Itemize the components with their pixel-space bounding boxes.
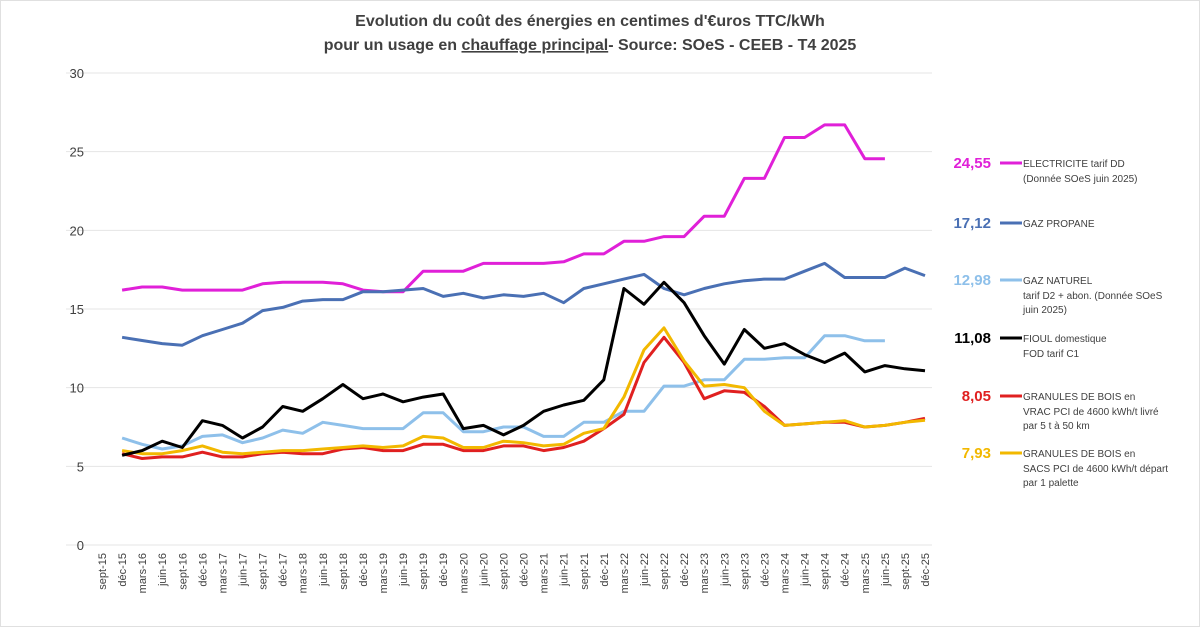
x-tick-label: sept-19	[418, 553, 430, 590]
chart-title-line-1: Evolution du coût des énergies en centim…	[355, 13, 825, 30]
legend-label: ELECTRICITE tarif DD	[1023, 159, 1125, 170]
x-tick-label: déc-18	[358, 553, 370, 587]
legend-label: GRANULES DE BOIS en	[1023, 449, 1135, 460]
x-tick-label: juin-19	[398, 553, 410, 587]
x-tick-label: juin-23	[719, 553, 731, 587]
y-tick-label: 20	[70, 223, 84, 238]
x-tick-label: déc-19	[438, 553, 450, 587]
x-tick-label: juin-25	[880, 553, 892, 587]
x-tick-label: sept-15	[97, 553, 109, 590]
y-tick-label: 5	[77, 459, 84, 474]
y-tick-label: 10	[70, 381, 84, 396]
x-tick-label: juin-16	[157, 553, 169, 587]
legend-label: GAZ NATUREL	[1023, 276, 1093, 287]
x-tick-label: mars-24	[779, 553, 791, 593]
x-tick-label: juin-20	[478, 553, 490, 587]
x-tick-label: déc-16	[197, 553, 209, 587]
y-tick-label: 25	[70, 145, 84, 160]
legend-last-value: 17,12	[953, 215, 991, 232]
x-tick-label: mars-16	[137, 553, 149, 593]
x-tick-label: juin-24	[800, 553, 812, 587]
x-tick-label: sept-16	[177, 553, 189, 590]
legend-item-1: 17,12 GAZ PROPANE	[953, 215, 1094, 232]
x-tick-label: sept-20	[498, 553, 510, 590]
legend-note: tarif D2 + abon. (Donnée SOeS juin 2025)	[1022, 291, 1163, 316]
x-tick-label: juin-21	[559, 553, 571, 587]
x-tick-label: sept-24	[820, 553, 832, 590]
y-tick-label: 15	[70, 302, 84, 317]
legend-note: VRAC PCI de 4600 kWh/t livré par 5 t à 50…	[1023, 407, 1159, 432]
x-tick-label: sept-22	[659, 553, 671, 590]
x-tick-label: sept-23	[739, 553, 751, 590]
legend-item-5: 7,93 GRANULES DE BOIS en SACS PCI de 4600 …	[962, 445, 1168, 489]
x-tick-label: juin-17	[238, 553, 250, 587]
x-tick-label: déc-22	[679, 553, 691, 587]
x-tick-label: mars-22	[619, 553, 631, 593]
legend-item-4: 8,05 GRANULES DE BOIS en VRAC PCI de 4600 …	[962, 388, 1159, 432]
legend-last-value: 8,05	[962, 388, 991, 405]
x-tick-label: sept-21	[579, 553, 591, 590]
x-tick-label: déc-24	[840, 553, 852, 587]
x-tick-label: déc-23	[759, 553, 771, 587]
x-tick-label: déc-15	[117, 553, 129, 587]
x-tick-label: mars-19	[378, 553, 390, 593]
legend-last-value: 12,98	[953, 272, 991, 289]
x-tick-label: mars-17	[217, 553, 229, 593]
legend-note: FOD tarif C1	[1023, 349, 1080, 360]
legend-label: GAZ PROPANE	[1023, 219, 1095, 230]
x-tick-label: déc-21	[599, 553, 611, 587]
y-tick-label: 0	[77, 538, 84, 553]
legend-last-value: 11,08	[954, 330, 991, 347]
x-tick-label: déc-20	[519, 553, 531, 587]
chart-title-line-2: pour un usage en chauffage principal- So…	[324, 37, 857, 54]
legend-item-2: 12,98 GAZ NATUREL tarif D2 + abon. (Donnée…	[953, 272, 1162, 316]
x-tick-label: mars-23	[699, 553, 711, 593]
x-tick-label: déc-17	[278, 553, 290, 587]
x-tick-label: mars-21	[539, 553, 551, 593]
x-tick-label: mars-20	[458, 553, 470, 593]
legend-item-3: 11,08 FIOUL domestique FOD tarif C1	[954, 330, 1107, 360]
x-tick-label: juin-18	[318, 553, 330, 587]
x-tick-label: sept-17	[258, 553, 270, 590]
x-tick-label: déc-25	[920, 553, 932, 587]
legend-label: GRANULES DE BOIS en	[1023, 392, 1135, 403]
x-tick-label: mars-25	[860, 553, 872, 593]
legend-last-value: 24,55	[953, 155, 991, 172]
y-tick-label: 30	[70, 66, 84, 81]
x-tick-label: sept-18	[338, 553, 350, 590]
legend-item-0: 24,55 ELECTRICITE tarif DD (Donnée SOeS ju…	[953, 155, 1137, 185]
legend-note: (Donnée SOeS juin 2025)	[1023, 174, 1138, 185]
legend-label: FIOUL domestique	[1023, 334, 1107, 345]
legend-last-value: 7,93	[962, 445, 991, 462]
x-tick-label: sept-25	[900, 553, 912, 590]
x-tick-label: mars-18	[298, 553, 310, 593]
legend-note: SACS PCI de 4600 kWh/t départ par 1 palet…	[1023, 464, 1168, 489]
x-tick-label: juin-22	[639, 553, 651, 587]
